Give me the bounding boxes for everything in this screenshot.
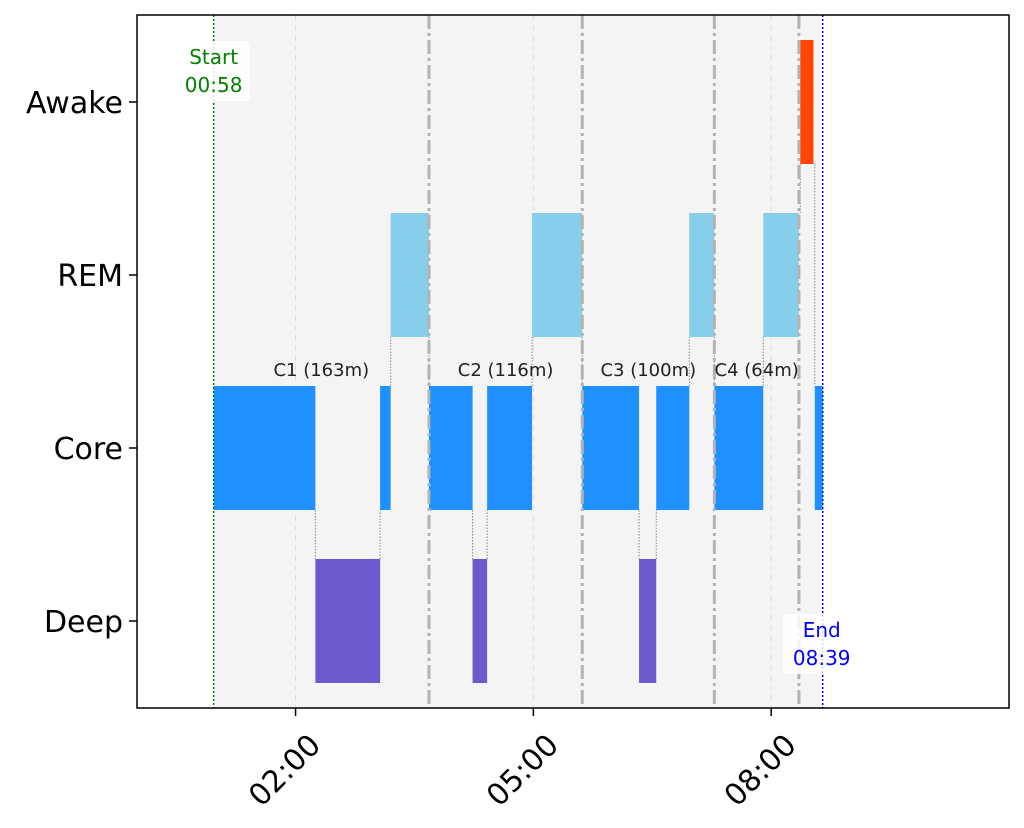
- cycle-label: C3 (100m): [600, 360, 696, 381]
- stage-bar-core: [656, 386, 690, 510]
- stage-bar-rem: [390, 213, 429, 337]
- y-tick-label-deep: Deep: [44, 605, 123, 640]
- start-end-marker-layer: Start 00:58 End 08:39: [177, 15, 863, 708]
- stage-bar-core: [814, 386, 823, 510]
- stage-bar-core: [714, 386, 764, 510]
- end-marker-time: 08:39: [793, 646, 851, 670]
- end-marker-label-box: [782, 614, 863, 674]
- x-axis: 02:00 05:00 08:00: [242, 708, 804, 814]
- stage-bar-core: [487, 386, 533, 510]
- grid-layer: [295, 15, 772, 708]
- start-marker-title: Start: [189, 45, 238, 69]
- y-tick-label-awake: Awake: [26, 86, 123, 121]
- stage-bar-core: [213, 386, 316, 510]
- plot-frame: [136, 14, 1010, 709]
- stage-bar-rem: [763, 213, 799, 337]
- x-tick-label: 08:00: [718, 728, 804, 814]
- cycle-label: C4 (64m): [715, 360, 799, 381]
- stage-bar-rem: [532, 213, 583, 337]
- stage-bar-core: [582, 386, 640, 510]
- stage-bar-core: [380, 386, 391, 510]
- cycle-boundary-layer: C1 (163m) C2 (116m) C3 (100m) C4 (64m): [273, 15, 801, 708]
- x-tick-label: 05:00: [480, 728, 566, 814]
- end-marker-title: End: [803, 618, 841, 642]
- stage-bar-deep: [639, 559, 657, 683]
- cycle-label: C2 (116m): [458, 360, 554, 381]
- start-marker-label-box: [177, 41, 250, 101]
- y-axis: Awake REM Core Deep: [26, 86, 137, 640]
- start-marker-time: 00:58: [185, 73, 243, 97]
- y-tick-label-rem: REM: [57, 259, 123, 294]
- cycle-shading-layer: [213, 15, 823, 708]
- stage-bar-awake: [800, 40, 814, 164]
- stage-bars-layer: [213, 40, 823, 683]
- stage-bar-deep: [315, 559, 381, 683]
- stage-bar-core: [428, 386, 473, 510]
- cycle-label: C1 (163m): [273, 360, 369, 381]
- stage-bar-deep: [472, 559, 488, 683]
- stage-bar-rem: [689, 213, 715, 337]
- x-tick-label: 02:00: [242, 728, 328, 814]
- y-tick-label-core: Core: [54, 432, 123, 467]
- stage-connector-layer: [314, 164, 816, 559]
- sleep-span-shade: [213, 15, 823, 708]
